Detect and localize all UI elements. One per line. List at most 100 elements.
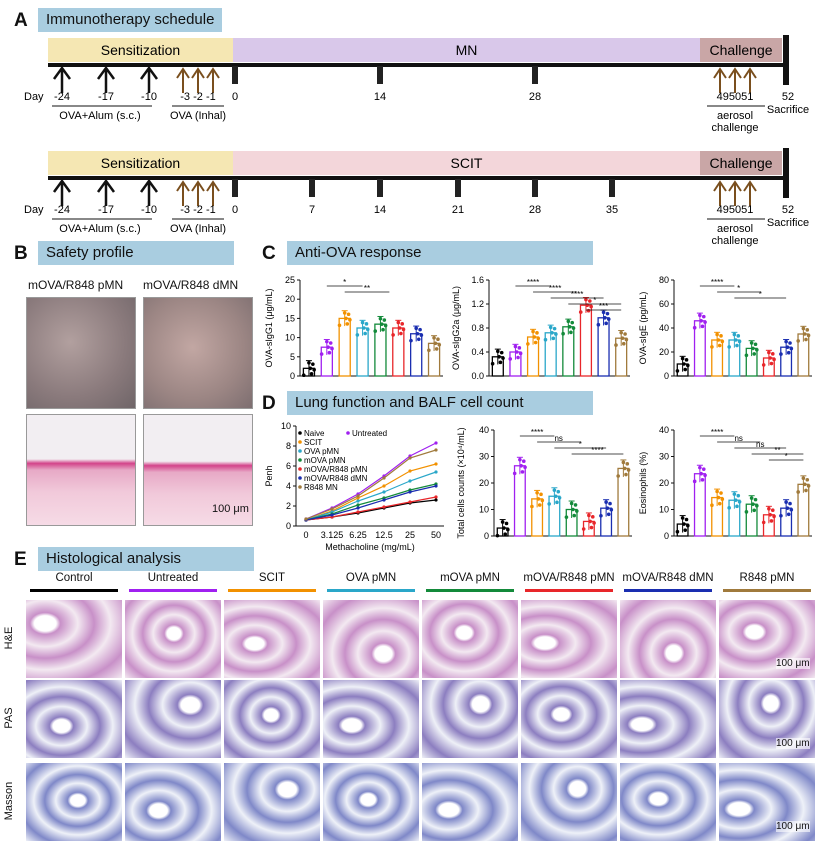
- sig-label: *: [785, 452, 788, 461]
- data-point: [396, 320, 401, 325]
- group-color-line: [228, 589, 316, 592]
- histology-image: [224, 600, 320, 678]
- data-point: [621, 460, 626, 465]
- data-point: [752, 508, 757, 513]
- data-point: [767, 506, 771, 511]
- data-point: [513, 344, 518, 349]
- group-label: Untreated: [147, 572, 199, 584]
- data-point: [586, 308, 591, 313]
- y-tick-label: 0: [286, 521, 291, 531]
- sig-label: *: [759, 290, 762, 299]
- dose-tick: [455, 179, 461, 197]
- data-point: [418, 327, 422, 332]
- legend-label: mOVA/R848 dMN: [304, 474, 368, 483]
- histology-image: [521, 763, 617, 841]
- bar-mova-r848-dmn: [597, 317, 610, 377]
- data-point: [409, 338, 413, 343]
- challenge-days: 495051: [717, 204, 754, 216]
- sensitization-arrow: [139, 65, 159, 93]
- series-point: [434, 470, 438, 474]
- data-point: [434, 347, 439, 351]
- series-point: [408, 500, 412, 504]
- y-tick-label: 40: [659, 425, 669, 435]
- data-point: [744, 510, 749, 514]
- data-point: [802, 482, 807, 487]
- data-point: [620, 336, 625, 340]
- histology-image: [620, 600, 716, 678]
- skin-photo-dmn: [143, 297, 253, 409]
- phase-label: Challenge: [709, 155, 772, 171]
- data-point: [599, 514, 603, 518]
- data-point: [501, 356, 505, 360]
- series-line-untreated: [305, 442, 437, 520]
- sig-label: ****: [527, 278, 539, 287]
- sensitization-arrow: [96, 65, 116, 93]
- panel-b-title: Safety profile: [38, 241, 234, 265]
- data-point: [383, 323, 388, 328]
- histology-image: [26, 763, 122, 841]
- data-point: [710, 503, 714, 508]
- challenge-arrow: [713, 67, 727, 93]
- data-point: [490, 361, 495, 366]
- data-point: [596, 322, 601, 327]
- y-tick-label: 10: [281, 421, 291, 431]
- data-point: [680, 516, 685, 520]
- inhal-route-label: OVA (Inhal): [170, 223, 226, 235]
- data-point: [684, 517, 689, 522]
- sig-label: ****: [591, 446, 603, 455]
- dose-day: 28: [529, 204, 541, 216]
- histology-image: [26, 600, 122, 678]
- histology-image: [422, 600, 518, 678]
- legend-marker: [346, 431, 350, 435]
- data-point: [328, 341, 333, 345]
- data-point: [360, 320, 365, 325]
- data-point: [557, 495, 562, 500]
- y-tick-label: 0: [664, 371, 669, 381]
- legend-marker: [298, 449, 302, 453]
- sensitization-arrow: [52, 65, 72, 93]
- dose-tick: [532, 66, 538, 84]
- series-point: [382, 490, 386, 494]
- data-point: [401, 327, 406, 332]
- histology-image: [224, 763, 320, 841]
- data-point: [520, 470, 525, 474]
- data-point: [769, 519, 774, 523]
- data-point: [436, 337, 440, 342]
- sensitization-day: -10: [141, 91, 157, 103]
- data-point: [536, 336, 541, 341]
- data-point: [414, 326, 418, 331]
- data-point: [548, 325, 553, 330]
- series-point: [382, 505, 386, 509]
- series-point: [434, 448, 438, 452]
- legend-label: SCIT: [304, 438, 322, 447]
- data-point: [744, 353, 749, 358]
- y-axis-label: OVA-sIgE (pg/mL): [638, 292, 648, 365]
- data-point: [616, 474, 620, 478]
- data-point: [536, 497, 541, 501]
- y-axis-label: OVA-sIgG2a (μg/mL): [451, 286, 461, 370]
- inhalation-days: -3 -2 -1: [180, 91, 215, 103]
- data-point: [569, 330, 573, 335]
- stain-label: H&E: [3, 626, 15, 650]
- panel-c-title: Anti-OVA response: [287, 241, 593, 265]
- data-point: [716, 495, 721, 500]
- data-point: [495, 533, 500, 538]
- data-point: [804, 488, 808, 493]
- series-line-scit: [305, 463, 437, 521]
- x-tick-label: 50: [431, 530, 441, 540]
- data-point: [686, 523, 690, 528]
- dose-tick: [309, 179, 315, 197]
- sensitization-day: -24: [54, 204, 70, 216]
- stain-label: Masson: [3, 781, 15, 821]
- legend-label: R848 MN: [304, 483, 338, 492]
- sig-label: ****: [711, 278, 723, 287]
- data-point: [433, 341, 438, 346]
- y-tick-label: 80: [659, 275, 669, 285]
- data-point: [683, 528, 688, 532]
- data-point: [606, 317, 611, 321]
- histology-image: [422, 763, 518, 841]
- histology-image: [521, 600, 617, 678]
- data-point: [554, 332, 558, 336]
